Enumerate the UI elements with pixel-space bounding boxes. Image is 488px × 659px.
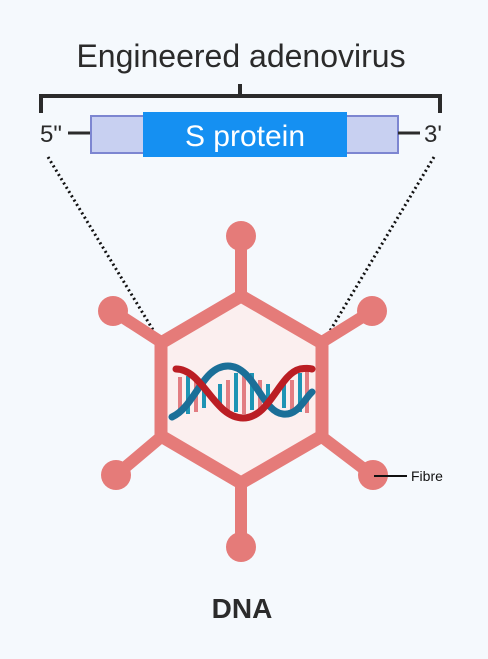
dna-label: DNA bbox=[212, 593, 273, 624]
construct-bracket bbox=[39, 84, 442, 113]
dna-strand-red bbox=[172, 364, 316, 422]
diagram-title: Engineered adenovirus bbox=[76, 38, 405, 74]
five-prime-label: 5" bbox=[40, 121, 62, 148]
fibre-knobs bbox=[98, 221, 388, 562]
left-flank-box bbox=[90, 115, 148, 154]
capsid-hexagon bbox=[154, 288, 329, 491]
right-flank-box bbox=[344, 115, 399, 154]
dna-strand-blue bbox=[168, 362, 316, 421]
s-protein-label: S protein bbox=[185, 120, 305, 153]
three-prime-label: 3' bbox=[424, 121, 442, 148]
s-protein-gene-box bbox=[143, 112, 347, 157]
dna-helix bbox=[168, 362, 316, 422]
fibre-label: Fibre bbox=[411, 468, 443, 484]
